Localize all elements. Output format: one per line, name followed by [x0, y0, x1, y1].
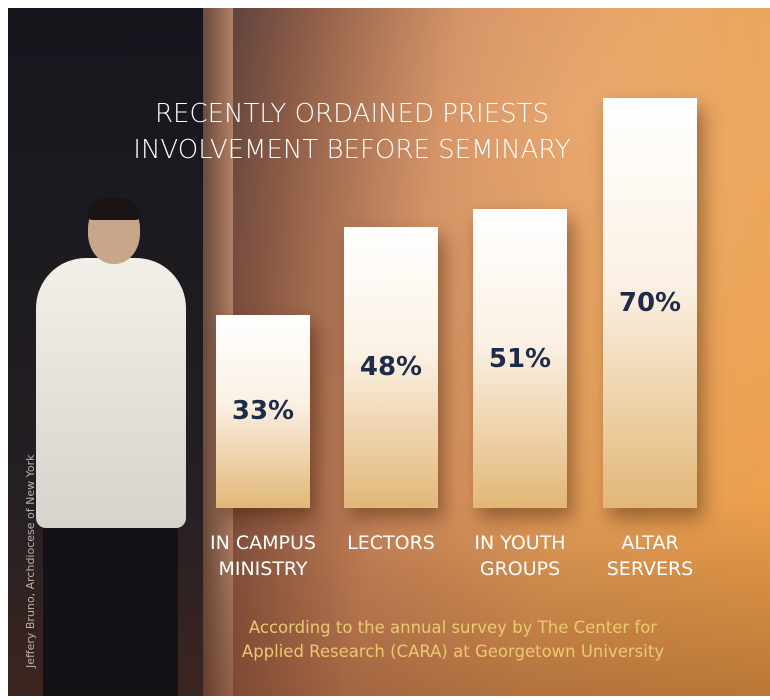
- page: {"chart_data": {"type": "bar", "title": …: [0, 0, 770, 700]
- category-label: LECTORS: [321, 530, 461, 556]
- figure-cassock: [43, 523, 178, 696]
- figure-robe: [36, 258, 186, 528]
- figure-hair: [88, 198, 140, 220]
- value-label: 51%: [460, 344, 580, 374]
- value-label: 48%: [331, 352, 451, 382]
- photo-credit: Jeffery Bruno, Archdiocese of New York: [24, 455, 37, 669]
- category-label: ALTAR SERVERS: [580, 530, 720, 582]
- value-label: 70%: [590, 288, 710, 318]
- chart-title: RECENTLY ORDAINED PRIESTS INVOLVEMENT BE…: [92, 96, 612, 168]
- category-label: IN CAMPUS MINISTRY: [193, 530, 333, 582]
- source-note: According to the annual survey by The Ce…: [158, 616, 748, 664]
- value-label: 33%: [203, 396, 323, 426]
- category-label: IN YOUTH GROUPS: [450, 530, 590, 582]
- infographic: RECENTLY ORDAINED PRIESTS INVOLVEMENT BE…: [8, 8, 770, 696]
